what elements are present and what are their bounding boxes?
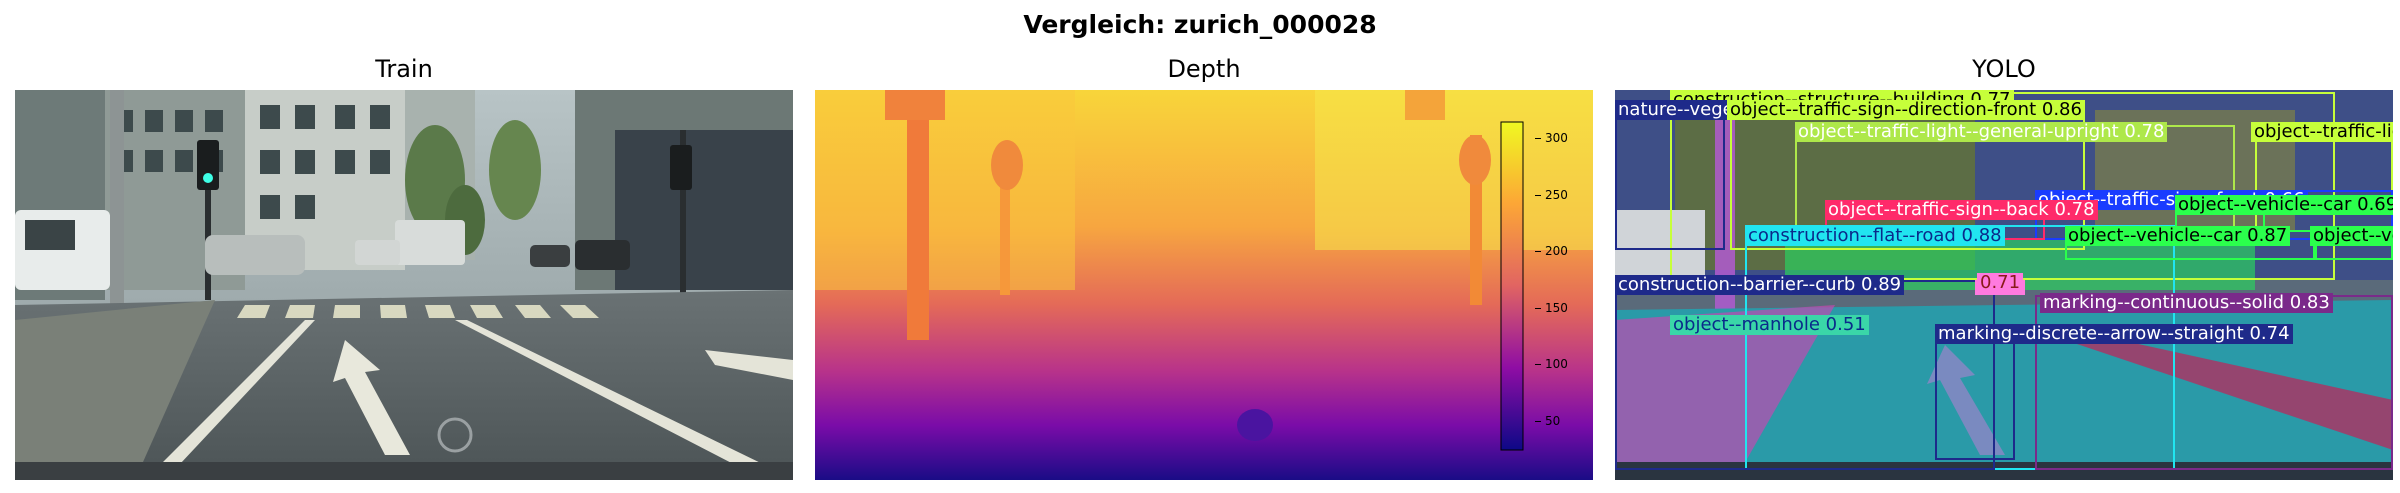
detection-label: object--traffic-sign--back 0.78 <box>1825 200 2098 220</box>
colorbar-tick: 100 <box>1535 357 1568 372</box>
detection-label: marking--discrete--arrow--straight 0.74 <box>1935 324 2293 344</box>
detection-label: object--vehicle--car 0.81 <box>2310 226 2393 246</box>
colorbar-tick: 200 <box>1535 244 1568 259</box>
detection-label: object--traffic-light--general-upright 0… <box>2251 122 2393 142</box>
detection-label: construction--barrier--curb 0.89 <box>1615 275 1905 295</box>
detection-box <box>1935 330 2015 460</box>
depth-image: 300 250 200 150 100 50 <box>815 90 1593 480</box>
detection-label: object--traffic-light--general-upright 0… <box>1795 122 2168 142</box>
detection-label: marking--continuous--solid 0.83 <box>2040 293 2333 313</box>
colorbar-tick: 300 <box>1535 130 1568 145</box>
colorbar-tick: 50 <box>1534 413 1561 428</box>
detection-label: object--traffic-sign--direction-front 0.… <box>1727 100 2085 120</box>
street-scene-image <box>15 90 793 480</box>
yolo-image: construction--structure--building 0.77na… <box>1615 90 2393 480</box>
colorbar-tick: 250 <box>1535 187 1568 202</box>
train-image <box>15 90 793 480</box>
depth-map <box>815 90 1593 480</box>
detection-label: 0.71 <box>1977 273 2024 293</box>
detection-label: construction--flat--road 0.88 <box>1745 226 2005 246</box>
panel-title-yolo: YOLO <box>1972 55 2036 83</box>
panel-title-train: Train <box>375 55 433 83</box>
figure-title: Vergleich: zurich_000028 <box>1023 10 1377 39</box>
detection-label: object--vehicle--car 0.69 <box>2175 195 2393 215</box>
detection-box <box>2035 295 2393 470</box>
detection-box <box>1615 100 1725 250</box>
colorbar-tick: 150 <box>1535 300 1568 315</box>
detection-label: object--vehicle--car 0.87 <box>2065 226 2291 246</box>
panel-title-depth: Depth <box>1167 55 1241 83</box>
detection-label: object--manhole 0.51 <box>1670 315 1869 335</box>
